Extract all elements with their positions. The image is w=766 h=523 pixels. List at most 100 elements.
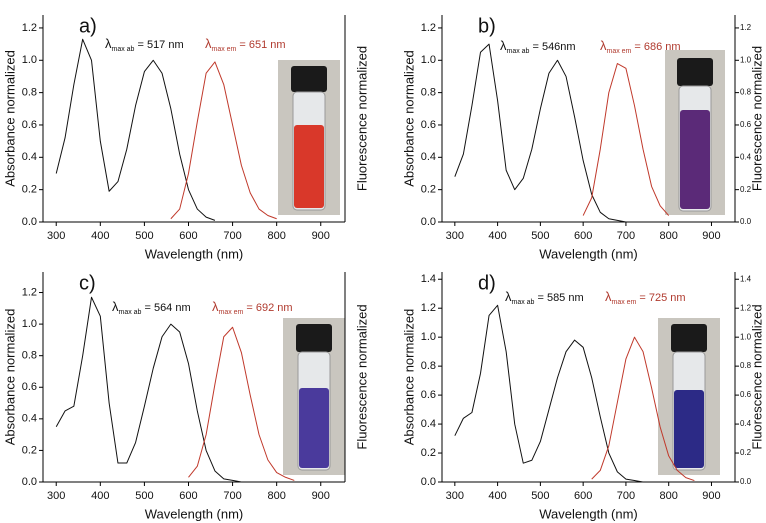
y-tick-label: 0.6 [421,389,436,401]
x-tick-label: 500 [135,490,153,502]
y2-tick-label: 0.0 [740,477,752,486]
y-tick-label: 0.8 [421,87,436,99]
x-tick-label: 600 [179,490,197,502]
annotation-subscript: max em [607,48,632,55]
x-tick-label: 900 [702,230,720,242]
annotation-subscript: max em [612,299,637,306]
x-tick-label: 700 [617,230,635,242]
y-axis-title: Absorbance normalized [401,50,416,187]
panel: 300 400 500 600 700 800 900 0.0 0.2 0.4 0.6 0.8 1.0 1… [401,272,764,521]
annotation-text: = 517 nm [137,39,183,51]
annotation-subscript: max ab [512,299,535,306]
spectrum-line [55,296,242,483]
annotation-symbol: λ [505,289,512,304]
annotation-subscript: max em [219,309,244,316]
annotation-text: = 692 nm [246,302,292,314]
y-axis-title: Absorbance normalized [2,50,17,187]
x-tick-label: 600 [179,230,197,242]
y-tick-label: 0.2 [421,184,436,196]
annotation-symbol: λ [105,36,112,51]
y2-tick-label: 0.6 [740,120,752,129]
panel-label: a) [79,15,97,37]
x-tick-label: 300 [446,230,464,242]
annotation-text: = 725 nm [639,292,685,304]
y-tick-label: 0.2 [22,184,37,196]
x-axis-title: Wavelength (nm) [539,506,638,521]
x-tick-label: 800 [660,490,678,502]
y-axis-title: Absorbance normalized [2,309,17,446]
y-tick-label: 1.2 [421,302,436,314]
y2-tick-label: 1.2 [740,23,752,32]
annotation-symbol: λ [500,38,507,53]
annotation: λmax ab = 585 nm [505,289,584,305]
x-tick-label: 400 [91,490,109,502]
y-tick-label: 0.0 [421,216,436,228]
annotation-text: = 651 nm [239,39,285,51]
annotation-text: = 546nm [532,41,575,53]
y-tick-label: 1.2 [22,286,37,298]
annotation-subscript: max em [212,46,237,53]
y-tick-label: 0.0 [22,476,37,488]
panel-label: d) [478,272,496,294]
y2-tick-label: 1.2 [740,303,752,312]
y2-tick-label: 0.4 [740,419,752,428]
x-axis-title: Wavelength (nm) [145,506,244,521]
annotation: λmax ab = 564 nm [112,299,191,315]
panel-label: c) [79,272,96,294]
spectrum-line [170,61,277,220]
annotation: λmax ab = 546nm [500,38,576,54]
x-tick-label: 900 [312,230,330,242]
spectrum-line [454,43,627,223]
y-tick-label: 0.0 [22,216,37,228]
y2-tick-label: 1.4 [740,274,752,283]
spectrum-line [591,336,695,482]
annotation: λmax em = 725 nm [605,289,686,305]
x-axis-title: Wavelength (nm) [145,246,244,261]
x-tick-label: 500 [531,230,549,242]
x-tick-label: 800 [660,230,678,242]
x-tick-label: 800 [267,490,285,502]
x-tick-label: 700 [617,490,635,502]
y-tick-label: 0.6 [22,381,37,393]
y2-tick-label: 1.0 [740,332,752,341]
y-tick-label: 1.0 [421,54,436,66]
x-axis-title: Wavelength (nm) [539,246,638,261]
annotation: λmax ab = 517 nm [105,36,184,52]
x-tick-label: 400 [91,230,109,242]
y2-tick-label: 0.8 [740,88,752,97]
y2-axis-title: Fluorescence normalized [354,304,369,449]
y-tick-label: 1.2 [22,22,37,34]
panel: 300 400 500 600 700 800 900 0.0 0.2 0.4 0.6 0.8 1.0 1… [2,272,369,521]
spectrum-line [188,326,295,481]
annotation: λmax em = 686 nm [600,38,681,54]
y2-tick-label: 0.8 [740,361,752,370]
x-tick-label: 700 [223,230,241,242]
x-tick-label: 900 [702,490,720,502]
annotation-symbol: λ [600,38,607,53]
panel: 300 400 500 600 700 800 900 0.0 0.2 0.4 0.6 0.8 1.0 1… [401,15,764,261]
annotation-symbol: λ [605,289,612,304]
y-tick-label: 1.2 [421,22,436,34]
x-tick-label: 300 [47,230,65,242]
y-tick-label: 0.6 [421,119,436,131]
y-tick-label: 0.0 [421,476,436,488]
x-tick-label: 400 [488,490,506,502]
y2-tick-label: 1.0 [740,55,752,64]
y-tick-label: 0.2 [22,444,37,456]
y2-tick-label: 0.2 [740,448,752,457]
y2-tick-label: 0.2 [740,185,752,194]
spectrum-line [454,304,644,483]
annotation-text: = 564 nm [144,302,190,314]
y-tick-label: 0.4 [22,151,37,163]
annotation: λmax em = 692 nm [212,299,293,315]
x-tick-label: 800 [267,230,285,242]
panel: 300 400 500 600 700 800 900 0.0 0.2 0.4 0.6 0.8 1.0 1… [2,15,369,261]
vial-photo [283,318,345,475]
x-tick-label: 600 [574,230,592,242]
annotation-text: = 585 nm [537,292,583,304]
y2-axis-title: Fluorescence normalized [749,304,764,449]
y-tick-label: 0.6 [22,119,37,131]
y-tick-label: 1.4 [421,273,436,285]
x-tick-label: 500 [135,230,153,242]
